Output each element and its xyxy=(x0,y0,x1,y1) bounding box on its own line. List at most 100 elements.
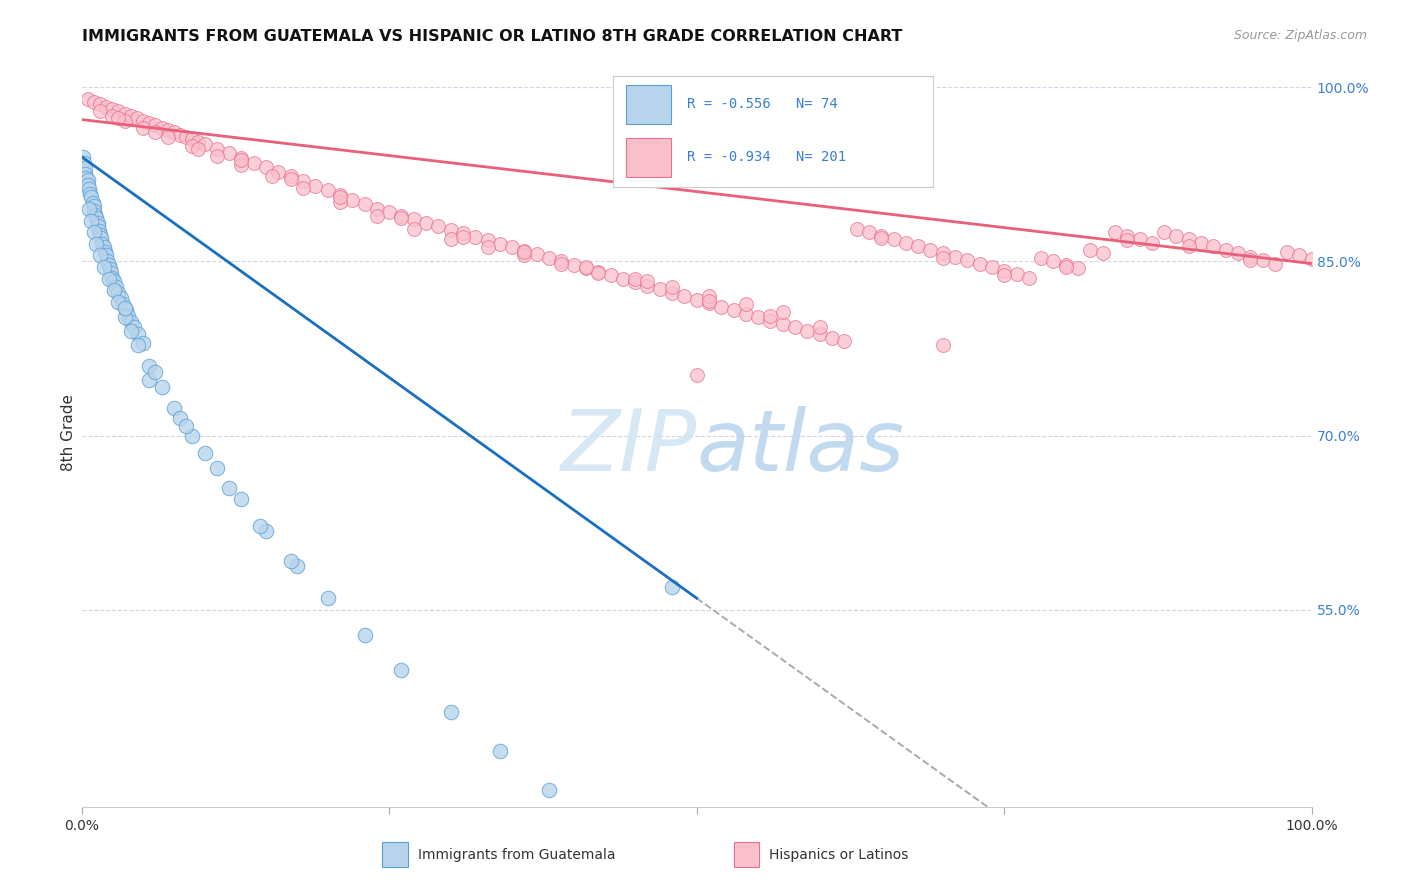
Point xyxy=(107,112,129,126)
Point xyxy=(697,289,720,303)
Point xyxy=(145,125,166,139)
Point xyxy=(342,193,364,207)
Point xyxy=(329,190,352,204)
Point xyxy=(673,289,696,303)
Point xyxy=(150,120,173,135)
Point xyxy=(280,171,302,186)
Point xyxy=(174,419,197,434)
Point xyxy=(612,271,634,285)
Point xyxy=(83,198,105,212)
Point xyxy=(489,236,512,251)
Point xyxy=(280,169,302,184)
Point xyxy=(956,253,979,268)
Point xyxy=(194,446,217,460)
Point xyxy=(575,260,598,274)
Point xyxy=(254,160,277,174)
Point xyxy=(1189,235,1212,250)
Point xyxy=(353,197,375,211)
Point xyxy=(366,202,388,216)
Point xyxy=(477,240,499,254)
Point xyxy=(537,782,560,797)
Point xyxy=(513,244,536,258)
Point xyxy=(114,107,136,121)
Point xyxy=(89,227,111,242)
Point xyxy=(366,209,388,223)
Point xyxy=(415,216,437,230)
Point xyxy=(1029,251,1052,265)
Point xyxy=(759,313,782,327)
Point xyxy=(114,310,136,324)
Point xyxy=(316,591,339,606)
Text: Immigrants from Guatemala: Immigrants from Guatemala xyxy=(418,847,614,862)
Point xyxy=(89,104,111,119)
Point xyxy=(1215,243,1237,257)
Point xyxy=(845,221,868,235)
Point xyxy=(163,125,186,139)
Point xyxy=(1104,225,1126,239)
Point xyxy=(920,243,942,257)
Point xyxy=(772,305,794,319)
Point xyxy=(1178,239,1201,253)
Point xyxy=(723,303,745,318)
Point xyxy=(205,142,228,156)
Point xyxy=(132,113,155,128)
Point xyxy=(710,300,733,314)
Point xyxy=(101,102,124,116)
Point xyxy=(316,183,339,197)
Point xyxy=(112,297,135,311)
Point xyxy=(80,190,103,204)
Point xyxy=(993,268,1015,283)
Point xyxy=(80,213,103,227)
Point xyxy=(697,296,720,310)
Point xyxy=(231,158,253,172)
Point xyxy=(1264,257,1286,271)
Point xyxy=(858,225,880,239)
Point xyxy=(127,338,149,352)
Point xyxy=(218,146,240,161)
Point xyxy=(1054,260,1077,274)
Bar xyxy=(382,842,408,867)
Point xyxy=(101,109,124,123)
Point xyxy=(181,139,204,153)
Point xyxy=(83,225,105,239)
Point xyxy=(1226,246,1249,260)
Point xyxy=(391,211,413,226)
Point xyxy=(138,359,160,373)
Point xyxy=(943,250,966,264)
Point xyxy=(1166,228,1188,243)
Point xyxy=(231,151,253,165)
Point xyxy=(821,331,844,345)
Point xyxy=(243,155,266,169)
Point xyxy=(181,428,204,442)
Point xyxy=(267,165,290,179)
Point xyxy=(110,292,132,306)
Point xyxy=(120,315,142,329)
Point xyxy=(1251,253,1274,268)
Point xyxy=(120,324,142,338)
Point xyxy=(292,181,315,195)
Point xyxy=(77,202,100,216)
Point xyxy=(907,239,929,253)
Point xyxy=(105,280,127,294)
Point xyxy=(75,161,97,176)
Point xyxy=(304,178,326,193)
Point xyxy=(513,248,536,262)
Point xyxy=(138,116,160,130)
Text: Source: ZipAtlas.com: Source: ZipAtlas.com xyxy=(1233,29,1367,42)
Point xyxy=(489,744,512,758)
Point xyxy=(156,130,179,145)
Point xyxy=(451,230,474,244)
Point xyxy=(86,216,108,230)
Point xyxy=(931,338,953,352)
Point xyxy=(808,327,831,342)
Point xyxy=(194,136,217,151)
Point xyxy=(588,821,610,835)
Point xyxy=(83,204,105,219)
Point xyxy=(138,373,160,387)
Point xyxy=(599,268,621,283)
Point xyxy=(145,365,166,379)
Point xyxy=(1091,246,1114,260)
Point xyxy=(86,219,108,234)
Point xyxy=(661,285,683,300)
Point xyxy=(93,260,115,274)
